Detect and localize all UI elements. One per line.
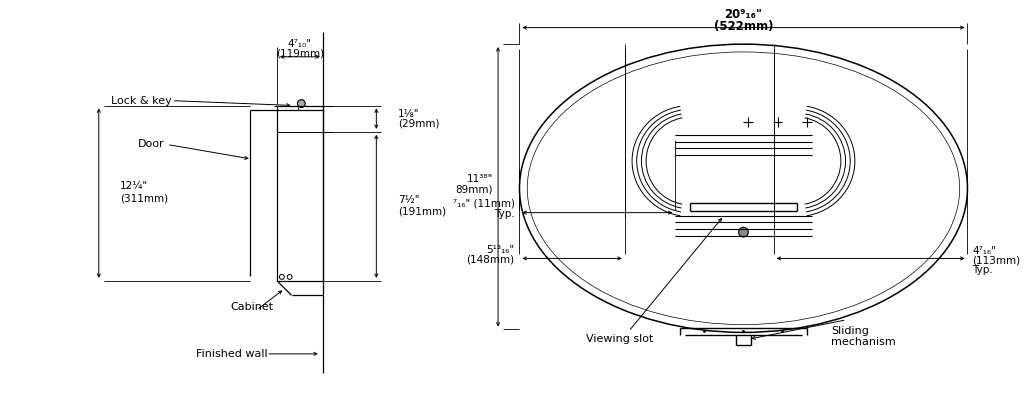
Circle shape — [781, 330, 784, 333]
Text: Lock & key: Lock & key — [111, 96, 172, 105]
Circle shape — [703, 330, 706, 333]
Text: Viewing slot: Viewing slot — [585, 334, 653, 344]
Text: (522mm): (522mm) — [713, 20, 773, 33]
Text: (29mm): (29mm) — [398, 119, 440, 129]
Text: ⁷₁₆" (11mm): ⁷₁₆" (11mm) — [453, 199, 515, 209]
Text: (119mm): (119mm) — [276, 49, 324, 59]
Text: Typ.: Typ. — [973, 265, 993, 275]
Text: (311mm): (311mm) — [120, 193, 168, 203]
Text: (113mm): (113mm) — [973, 256, 1021, 265]
Text: Finished wall: Finished wall — [196, 349, 268, 359]
Text: 11³⁸": 11³⁸" — [466, 174, 493, 184]
Text: Typ.: Typ. — [494, 209, 515, 219]
Text: 12¼": 12¼" — [120, 181, 149, 191]
Text: (191mm): (191mm) — [398, 206, 446, 216]
Circle shape — [297, 100, 305, 107]
Text: Door: Door — [138, 139, 165, 150]
Text: 5¹³₁₆": 5¹³₁₆" — [487, 245, 515, 255]
Text: Cabinet: Cabinet — [231, 302, 274, 312]
Text: 7½": 7½" — [398, 195, 419, 205]
Text: 20⁹₁₆": 20⁹₁₆" — [725, 8, 763, 21]
Text: (148mm): (148mm) — [466, 254, 515, 264]
Circle shape — [739, 227, 748, 237]
Circle shape — [742, 330, 745, 333]
Text: 1⅛": 1⅛" — [398, 109, 419, 119]
Text: 89mm): 89mm) — [456, 185, 493, 195]
Text: 4⁷₁₆": 4⁷₁₆" — [973, 246, 996, 256]
Text: 4⁷₁₀": 4⁷₁₀" — [288, 39, 312, 49]
Text: Sliding
mechanism: Sliding mechanism — [831, 326, 896, 347]
